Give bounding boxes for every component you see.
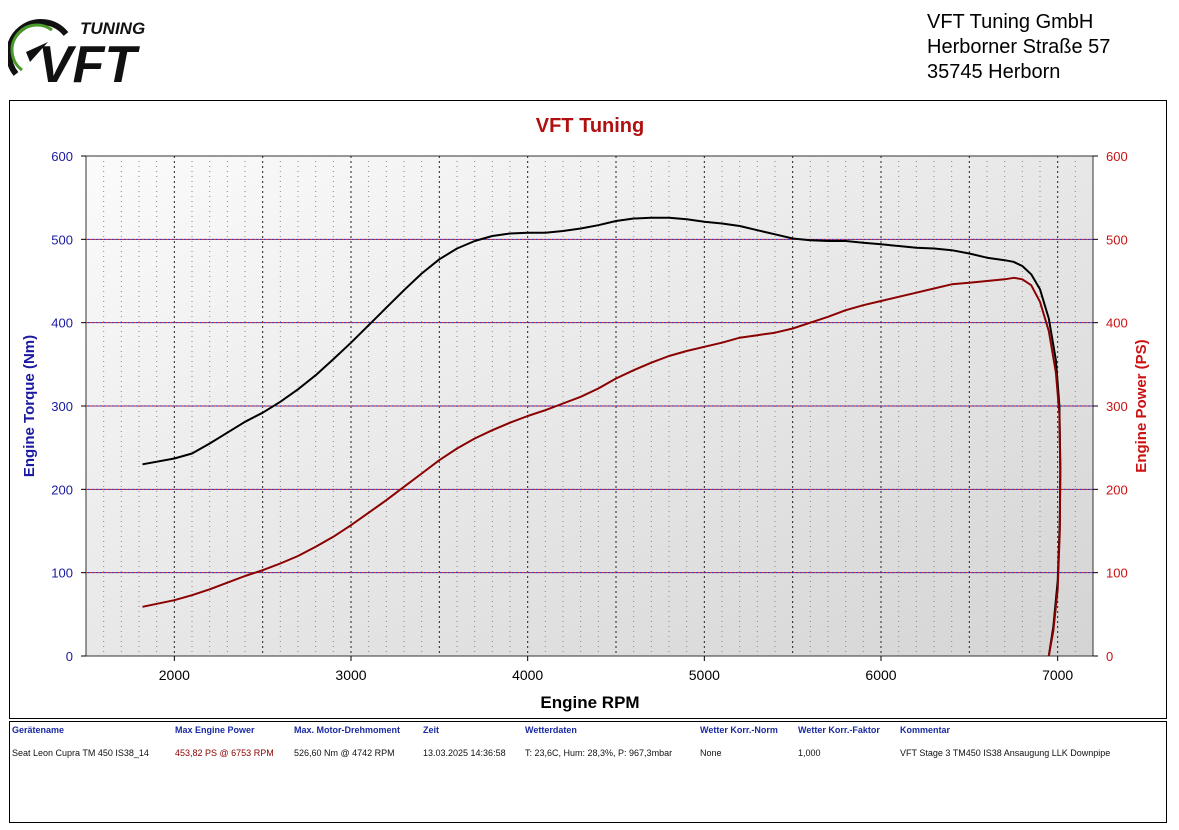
y-right-tick-label: 400 xyxy=(1106,316,1128,331)
data-series xyxy=(142,216,1062,657)
y-left-tick-label: 500 xyxy=(51,232,73,247)
header-max-power: Max Engine Power xyxy=(175,725,255,735)
y-left-tick-label: 400 xyxy=(51,316,73,331)
x-tick-label: 6000 xyxy=(865,667,896,683)
company-city: 35745 Herborn xyxy=(927,61,1061,83)
company-street: Herborner Straße 57 xyxy=(927,36,1111,58)
value-max-torque: 526,60 Nm @ 4742 RPM xyxy=(294,748,395,758)
dyno-chart-frame: VFT Tuning 2000 3000 4000 5000 6000 7000 0 100 2… xyxy=(9,100,1167,719)
value-comment: VFT Stage 3 TM450 IS38 Ansaugung LLK Dow… xyxy=(900,748,1111,758)
y-left-tick-label: 600 xyxy=(51,149,73,164)
header-weather-factor: Wetter Korr.-Faktor xyxy=(798,725,880,735)
value-time: 13.03.2025 14:36:58 xyxy=(423,748,506,758)
header-device-name: Gerätename xyxy=(12,725,65,735)
x-tick-label: 2000 xyxy=(159,667,190,683)
header-time: Zeit xyxy=(423,725,440,735)
y-right-tick-label: 100 xyxy=(1106,566,1128,581)
axis-ticks: 2000 3000 4000 5000 6000 70000100200300400500… xyxy=(51,149,1127,683)
x-tick-label: 3000 xyxy=(335,667,366,683)
y-left-tick-label: 0 xyxy=(66,649,73,664)
y-right-tick-label: 200 xyxy=(1106,482,1128,497)
value-weather-factor: 1,000 xyxy=(798,748,821,758)
header-max-torque: Max. Motor-Drehmoment xyxy=(294,725,401,735)
x-tick-label: 7000 xyxy=(1042,667,1073,683)
value-max-power: 453,82 PS @ 6753 RPM xyxy=(175,748,274,758)
x-tick-label: 5000 xyxy=(689,667,720,683)
x-tick-label: 4000 xyxy=(512,667,543,683)
value-weather-norm: None xyxy=(700,748,722,758)
header-weather: Wetterdaten xyxy=(525,725,577,735)
y-right-tick-label: 300 xyxy=(1106,399,1128,414)
header-weather-norm: Wetter Korr.-Norm xyxy=(700,725,778,735)
y-right-tick-label: 600 xyxy=(1106,149,1128,164)
logo-text: TUNING xyxy=(80,19,145,38)
value-device-name: Seat Leon Cupra TM 450 IS38_14 xyxy=(12,748,149,758)
logo-mark: VFT xyxy=(38,36,140,88)
grid-lines xyxy=(86,156,1093,656)
dyno-info-table: Gerätename Max Engine Power Max. Motor-D… xyxy=(9,721,1167,823)
y-axis-label-left: Engine Torque (Nm) xyxy=(21,335,38,477)
y-left-tick-label: 100 xyxy=(51,566,73,581)
company-name: VFT Tuning GmbH xyxy=(927,11,1094,33)
y-right-tick-label: 0 xyxy=(1106,649,1113,664)
power-curve xyxy=(142,276,1062,657)
y-axis-label-right: Engine Power (PS) xyxy=(1133,339,1150,472)
dyno-chart: VFT Tuning 2000 3000 4000 5000 6000 700001002… xyxy=(21,115,1150,712)
value-weather: T: 23,6C, Hum: 28,3%, P: 967,3mbar xyxy=(525,748,673,758)
y-left-tick-label: 300 xyxy=(51,399,73,414)
y-left-tick-label: 200 xyxy=(51,482,73,497)
header-comment: Kommentar xyxy=(900,725,951,735)
vft-logo-graphic: VFT TUNING xyxy=(6,19,145,94)
chart-title: VFT Tuning xyxy=(536,115,645,137)
vft-logo: VFT TUNING xyxy=(6,12,158,94)
torque-curve xyxy=(142,216,1062,657)
company-address: VFT Tuning GmbH Herborner Straße 57 3574… xyxy=(927,10,1110,85)
x-axis-label: Engine RPM xyxy=(540,693,639,712)
y-right-tick-label: 500 xyxy=(1106,232,1128,247)
